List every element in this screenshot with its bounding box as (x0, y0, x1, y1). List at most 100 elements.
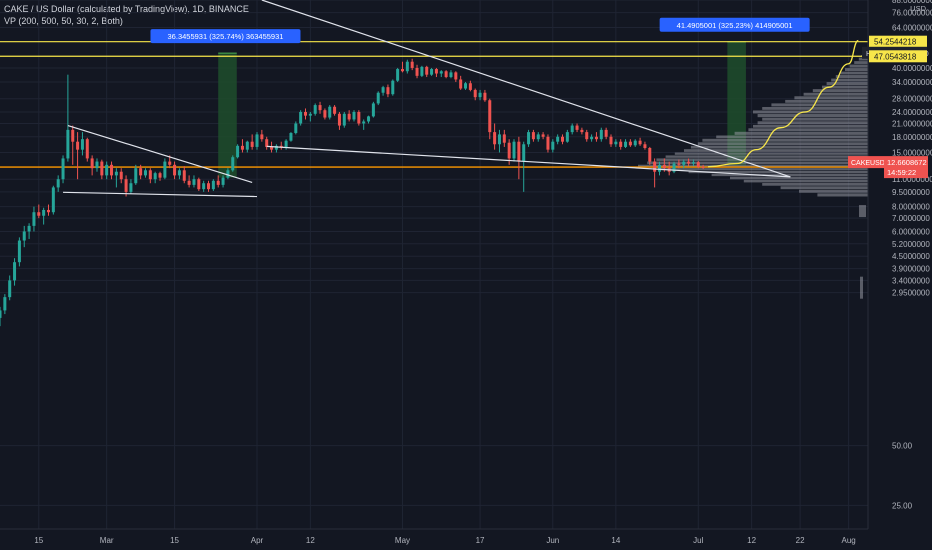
candle-body (236, 145, 240, 158)
candle-body (517, 141, 521, 162)
candle-body (46, 209, 50, 213)
y-tick-label: 18.0000000 (892, 133, 932, 142)
candle-body (648, 148, 652, 162)
x-tick-label: Jun (546, 536, 559, 545)
volume-bar (826, 82, 868, 86)
candle-body (192, 179, 196, 185)
candle-body (473, 89, 477, 98)
candle-body (211, 180, 215, 190)
candle-body (347, 113, 351, 120)
candle-body (439, 71, 443, 74)
candle-body (696, 162, 700, 167)
candle-body (13, 262, 17, 281)
y-tick-label: 50.00 (892, 442, 913, 451)
candle-body (604, 129, 608, 137)
candle-body (527, 132, 531, 145)
candle-body (148, 170, 152, 180)
volume-bar (817, 193, 868, 197)
x-tick-label: May (395, 536, 410, 545)
candle-body (425, 66, 429, 75)
candle-body (454, 72, 458, 80)
candle-body (468, 83, 472, 90)
candle-body (0, 310, 2, 318)
x-tick-label: 22 (796, 536, 805, 545)
volume-bar (845, 68, 868, 72)
candle-body (396, 69, 400, 81)
candle-body (303, 111, 308, 116)
candle-body (507, 142, 511, 159)
x-tick-label: 12 (747, 536, 756, 545)
candle-body (124, 179, 128, 192)
volume-bar (684, 149, 868, 152)
last-price-tag (884, 156, 928, 179)
volume-bar (835, 75, 868, 78)
candle-body (37, 212, 41, 216)
candle-body (541, 134, 545, 137)
candle-body (575, 125, 579, 130)
grid (0, 0, 868, 529)
candle-body (265, 139, 269, 147)
y-tick-label: 76.0000000 (892, 9, 932, 18)
candle-body (420, 66, 424, 76)
candle-body (662, 164, 666, 169)
volume-bar (794, 96, 868, 100)
candle-body (565, 132, 569, 142)
x-tick-label: Jul (693, 536, 703, 545)
y-unit-label: USD (910, 4, 926, 13)
y-tick-label: 9.5000000 (892, 188, 930, 197)
candle-body (270, 146, 274, 150)
volume-bar (730, 176, 868, 180)
candle-body (376, 92, 380, 104)
price-tag (869, 35, 927, 48)
candle-body (415, 67, 419, 76)
candle-body (367, 116, 371, 122)
candle-body (221, 177, 225, 185)
candle-body (328, 106, 332, 118)
candle-body (42, 209, 46, 216)
candle-body (284, 140, 288, 147)
countdown-label: 14:59:22 (887, 168, 916, 177)
volume-bar (831, 78, 868, 82)
y-tick-label: 40.0000000 (892, 64, 932, 73)
candle-body (143, 170, 147, 176)
candle-body (182, 170, 186, 181)
measure-box (218, 53, 237, 178)
volume-bar (757, 114, 868, 118)
candle-body (560, 136, 565, 142)
y-tick-label: 4.5000000 (892, 252, 930, 261)
volume-bar (743, 179, 868, 183)
candle-body (386, 87, 390, 95)
candle-body (51, 187, 55, 213)
candle-body (3, 297, 7, 311)
volume-bar (688, 170, 868, 174)
y-tick-label: 11.0000000 (892, 175, 932, 184)
y-tick-label: 2.9500000 (892, 289, 930, 298)
candle-body (260, 134, 264, 140)
x-tick-label: Apr (251, 536, 264, 545)
candle-body (531, 132, 535, 140)
y-tick-label: 3.4000000 (892, 276, 930, 285)
x-tick-label: Aug (841, 536, 855, 545)
candle-body (638, 140, 642, 145)
candle-body (590, 136, 594, 140)
candle-body (207, 183, 211, 190)
candle-body (536, 134, 540, 140)
candle-body (129, 183, 133, 192)
volume-bar (860, 276, 863, 299)
candle-body (483, 92, 487, 101)
candle-body (216, 180, 220, 185)
x-tick-label: 17 (476, 536, 485, 545)
candle-body (279, 145, 283, 147)
candle-body (313, 105, 317, 114)
candle-body (691, 162, 695, 164)
candle-body (22, 231, 26, 241)
time-axis (0, 529, 932, 550)
volume-bar (674, 152, 868, 155)
candle-body (502, 134, 506, 143)
chart-title: CAKE / US Dollar (calculated by TradingV… (4, 4, 249, 14)
volume-bar (812, 89, 868, 93)
candle-body (240, 145, 244, 150)
volume-bar (661, 168, 868, 171)
volume-bar (702, 138, 868, 142)
